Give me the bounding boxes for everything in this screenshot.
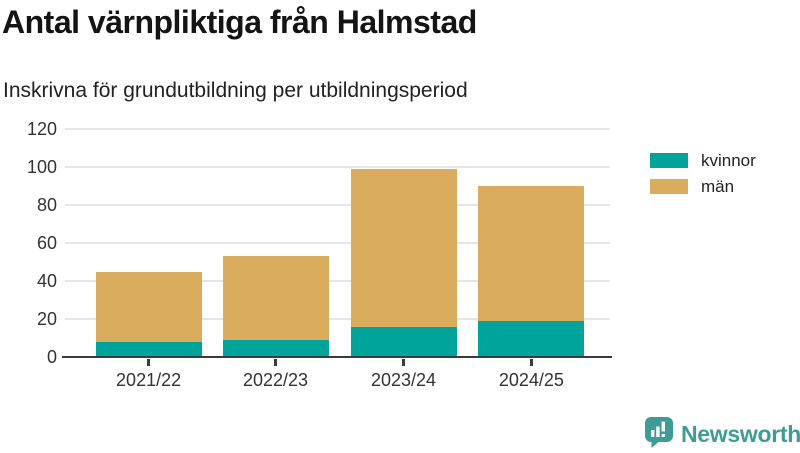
x-axis-label: 2022/23	[242, 370, 309, 390]
bar-segment-kvinnor	[222, 339, 329, 357]
legend-label: kvinnor	[701, 150, 756, 170]
y-axis-label: 100	[26, 157, 57, 177]
bar-segment-man	[222, 256, 329, 340]
bar-segment-kvinnor	[95, 341, 202, 357]
x-axis-line	[62, 355, 612, 359]
legend-swatch	[650, 179, 688, 194]
x-axis-label: 2024/25	[498, 370, 564, 390]
gridline	[65, 242, 610, 244]
x-axis-tick	[530, 358, 533, 366]
gridline	[65, 318, 610, 320]
bar-segment-kvinnor	[478, 320, 585, 357]
gridline	[65, 166, 610, 168]
chart-subtitle: Inskrivna för grundutbildning per utbild…	[3, 79, 468, 102]
bar-segment-man	[95, 271, 202, 342]
legend-label: män	[701, 176, 735, 196]
newsworthy-logo-text: Newsworthy	[681, 421, 800, 447]
y-axis-label: 0	[46, 347, 57, 367]
gridline	[65, 280, 610, 282]
chart-title: Antal värnpliktiga från Halmstad	[2, 4, 477, 40]
legend-item: kvinnor	[650, 150, 756, 170]
x-axis-tick	[274, 358, 277, 366]
gridline	[65, 204, 610, 206]
legend-swatch	[650, 153, 688, 168]
x-axis-label: 2021/22	[116, 370, 182, 390]
legend: kvinnor män	[650, 150, 756, 205]
newsworthy-logo: Newsworthy	[644, 416, 800, 453]
bar-segment-kvinnor	[350, 326, 457, 357]
gridline	[65, 128, 610, 130]
bar-segment-man	[478, 186, 585, 321]
y-axis-label: 120	[26, 119, 57, 139]
y-axis-label: 60	[36, 233, 57, 253]
newsworthy-speech-bubble-bar-chart-icon	[644, 416, 674, 453]
y-axis-label: 80	[36, 195, 57, 215]
y-axis-label: 20	[36, 309, 57, 329]
legend-item: män	[650, 176, 756, 196]
x-axis-label: 2023/24	[370, 370, 437, 390]
x-axis-tick	[402, 358, 405, 366]
bar-segment-man	[350, 168, 457, 327]
x-axis-tick	[147, 358, 150, 366]
y-axis-label: 40	[36, 271, 57, 291]
